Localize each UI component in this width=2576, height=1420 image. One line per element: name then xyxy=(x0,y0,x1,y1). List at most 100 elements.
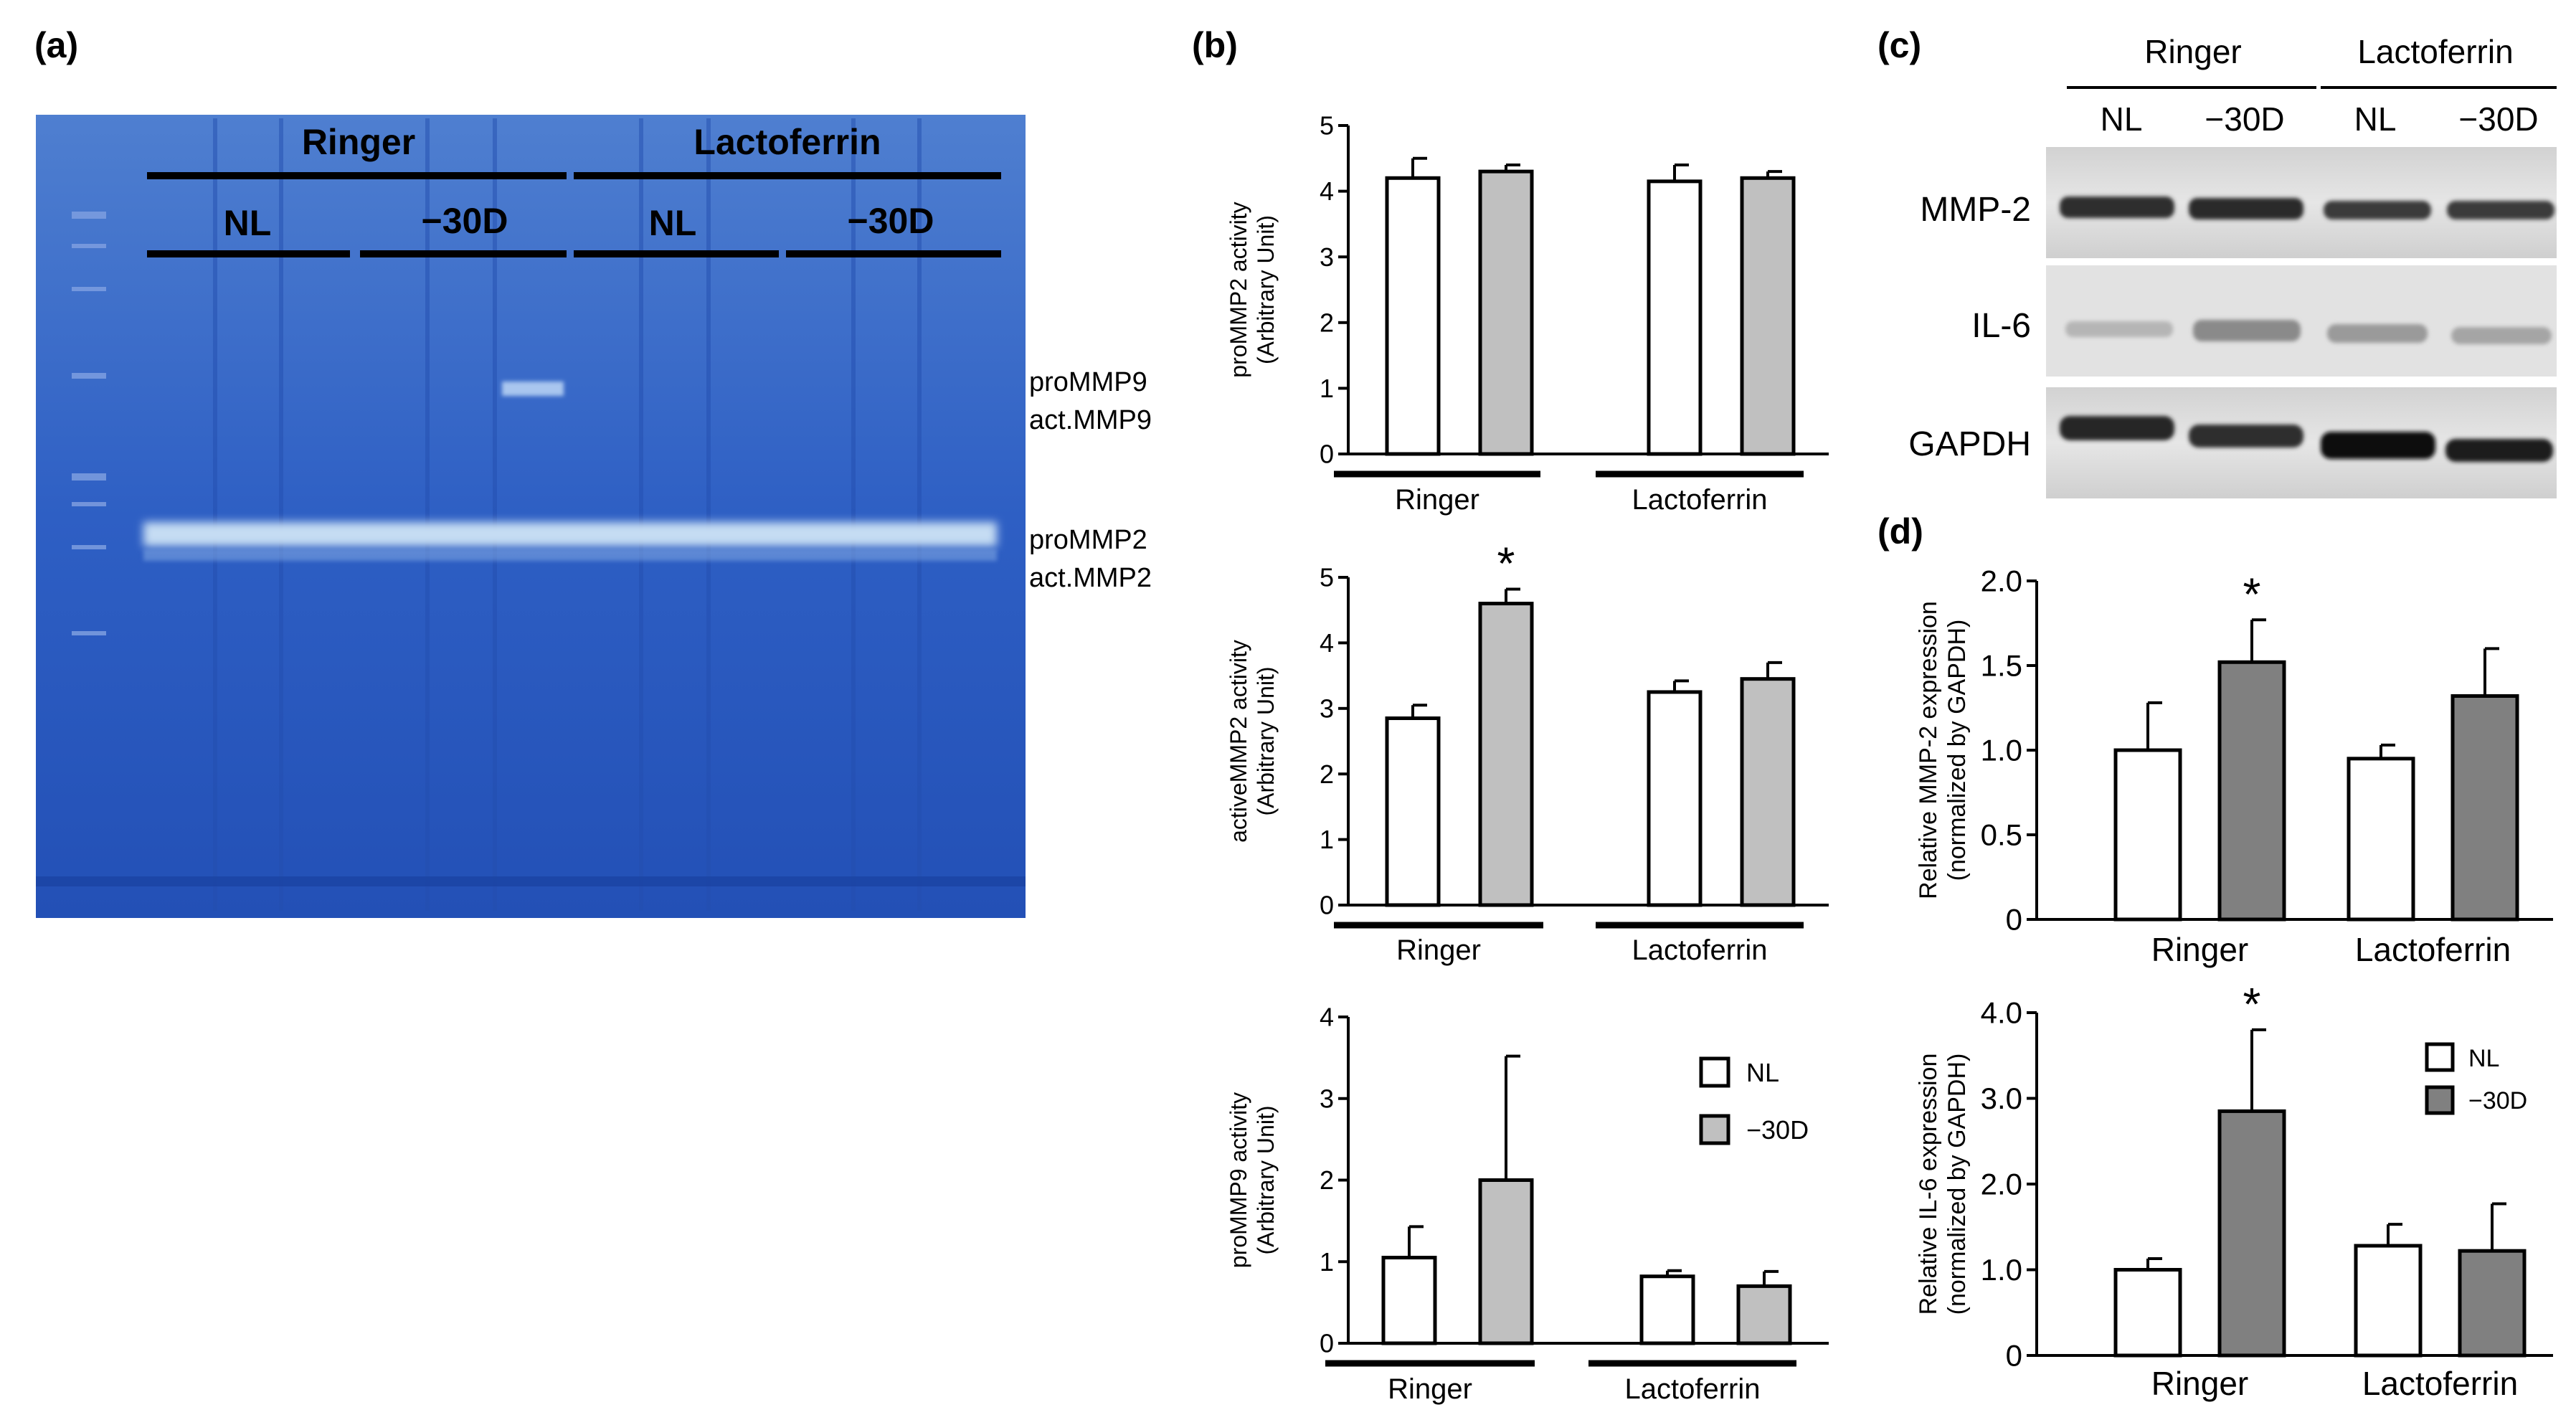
category-label: Lactoferrin xyxy=(1632,934,1768,966)
bar xyxy=(2458,1249,2527,1358)
y-tick-label: 0.5 xyxy=(1981,818,2022,852)
y-axis-label: (Arbitrary Unit) xyxy=(1253,215,1279,364)
bar xyxy=(2217,1109,2286,1358)
blot-row-label-gapdh: GAPDH xyxy=(1908,425,2031,463)
legend-d-swatch-30d xyxy=(2425,1085,2455,1115)
panel-c-western-blot: (c) Ringer Lactoferrin NL −30D NL −30D M… xyxy=(1877,25,2557,498)
y-tick-label: 0 xyxy=(2006,1339,2022,1373)
legend-d-label-nl: NL xyxy=(2468,1045,2499,1072)
blot-group-label-ringer: Ringer xyxy=(2144,33,2242,70)
gel-band-actMMP2 xyxy=(143,549,997,561)
bar xyxy=(1385,716,1441,907)
y-tick-label: 4 xyxy=(1320,628,1334,658)
panel-a-zymogram: (a) Ringer Lactoferrin NL −30D xyxy=(34,25,1152,918)
chart-relative-IL6-expression: 0 1.0 2.0 3.0 4.0 Relative IL-6 expression (no… xyxy=(1915,978,2553,1402)
y-axis-label: (Arbitrary Unit) xyxy=(1253,1105,1279,1254)
bar xyxy=(2347,757,2415,922)
blot-sub-label-30d-lactoferrin: −30D xyxy=(2458,100,2538,138)
blot-band-il6-1 xyxy=(2065,321,2173,337)
panel-c-letter: (c) xyxy=(1877,25,1921,65)
gel-image xyxy=(36,115,1026,918)
y-tick-label: 4.0 xyxy=(1981,996,2022,1030)
y-tick-label: 3 xyxy=(1320,242,1334,272)
legend-d: NL −30D xyxy=(2425,1042,2527,1115)
bar xyxy=(1740,677,1796,907)
y-tick-label: 4 xyxy=(1320,176,1334,206)
y-tick-label: 5 xyxy=(1320,111,1334,141)
y-tick-label: 2 xyxy=(1320,759,1334,789)
legend-b: NL −30D xyxy=(1699,1056,1809,1145)
legend-d-label-30d: −30D xyxy=(2468,1087,2527,1114)
y-axis-label: activeMMP2 activity xyxy=(1226,640,1251,843)
y-tick-label: 4 xyxy=(1320,1003,1334,1032)
blot-band-gapdh-2 xyxy=(2189,425,2303,448)
blot-band-il6-2 xyxy=(2193,320,2301,341)
blot-group-label-lactoferrin: Lactoferrin xyxy=(2357,33,2513,70)
y-tick-label: 2.0 xyxy=(1981,1168,2022,1201)
y-axis-label: Relative MMP-2 expression xyxy=(1915,601,1942,899)
blot-band-il6-3 xyxy=(2327,324,2428,343)
blot-band-mmp2-2 xyxy=(2189,198,2303,219)
bar xyxy=(1740,176,1796,456)
blot-band-gapdh-4 xyxy=(2445,439,2553,462)
y-tick-label: 1.0 xyxy=(1981,1253,2022,1287)
y-tick-label: 0 xyxy=(1320,440,1334,469)
category-label: Ringer xyxy=(2151,931,2249,968)
bar xyxy=(1381,1256,1437,1345)
category-label: Ringer xyxy=(1396,934,1481,966)
y-axis-label: (normalized by GAPDH) xyxy=(1943,620,1971,881)
chart-relative-MMP2-expression: 0 0.5 1.0 1.5 2.0 Relative MMP-2 expression (n… xyxy=(1915,564,2553,968)
blot-sub-label-nl-lactoferrin: NL xyxy=(2354,100,2397,138)
bar xyxy=(2113,1268,2182,1358)
significance-marker: * xyxy=(2243,978,2261,1030)
chart-proMMP9-activity: 0 1 2 3 4 proMMP9 activity (Arbitrary Unit) Rin… xyxy=(1226,1003,1829,1405)
gel-sub-label-30d-ringer: −30D xyxy=(422,201,508,241)
legend-b-label-nl: NL xyxy=(1746,1058,1779,1087)
bar xyxy=(1478,169,1534,456)
y-tick-label: 1 xyxy=(1320,825,1334,854)
legend-b-label-30d: −30D xyxy=(1746,1115,1809,1145)
bar xyxy=(2450,694,2519,922)
category-label: Ringer xyxy=(2151,1365,2249,1402)
y-tick-label: 3.0 xyxy=(1981,1081,2022,1115)
band-label-proMMP9: proMMP9 xyxy=(1029,367,1147,397)
bar xyxy=(1736,1284,1792,1345)
y-tick-label: 3 xyxy=(1320,1084,1334,1113)
gel-group-label-lactoferrin: Lactoferrin xyxy=(693,122,881,162)
category-label: Lactoferrin xyxy=(1625,1373,1761,1405)
bar xyxy=(1385,176,1441,456)
category-label: Ringer xyxy=(1395,484,1479,516)
y-axis-label: (Arbitrary Unit) xyxy=(1253,666,1279,815)
bar xyxy=(1647,690,1703,907)
category-label: Ringer xyxy=(1388,1373,1472,1405)
y-axis-label: (normalized by GAPDH) xyxy=(1943,1054,1971,1315)
y-tick-label: 1.5 xyxy=(1981,649,2022,683)
chart-proMMP2-activity: 0 1 2 3 4 5 proMMP2 activity (Arbitrary Unit) Ri… xyxy=(1226,111,1829,516)
bar xyxy=(1639,1274,1695,1345)
y-tick-label: 1 xyxy=(1320,1247,1334,1277)
blot-sub-label-30d-ringer: −30D xyxy=(2205,100,2284,138)
y-tick-label: 2 xyxy=(1320,1165,1334,1195)
category-label: Lactoferrin xyxy=(2355,931,2511,968)
legend-b-swatch-30d xyxy=(1699,1114,1730,1145)
significance-marker: * xyxy=(1497,537,1515,589)
blot-strip-il6 xyxy=(2046,265,2557,377)
blot-band-mmp2-4 xyxy=(2447,201,2554,219)
category-label: Lactoferrin xyxy=(2362,1365,2518,1402)
panel-b-letter: (b) xyxy=(1192,25,1238,65)
y-tick-label: 0 xyxy=(1320,891,1334,920)
y-tick-label: 0 xyxy=(2006,903,2022,937)
significance-marker: * xyxy=(2243,568,2261,620)
band-label-actMMP2: act.MMP2 xyxy=(1029,563,1152,593)
y-axis-label: Relative IL-6 expression xyxy=(1915,1054,1942,1315)
y-tick-label: 0 xyxy=(1320,1329,1334,1358)
y-axis-label: proMMP9 activity xyxy=(1226,1092,1251,1268)
chart-activeMMP2-activity: 0 1 2 3 4 5 activeMMP2 activity (Arbitrary Unit… xyxy=(1226,537,1829,966)
blot-row-label-mmp2: MMP-2 xyxy=(1920,191,2031,229)
bar xyxy=(1647,179,1703,456)
y-tick-label: 2.0 xyxy=(1981,564,2022,598)
gel-sub-label-nl-lactoferrin: NL xyxy=(649,203,697,243)
panel-d-letter: (d) xyxy=(1877,511,1923,552)
y-tick-label: 1.0 xyxy=(1981,734,2022,767)
